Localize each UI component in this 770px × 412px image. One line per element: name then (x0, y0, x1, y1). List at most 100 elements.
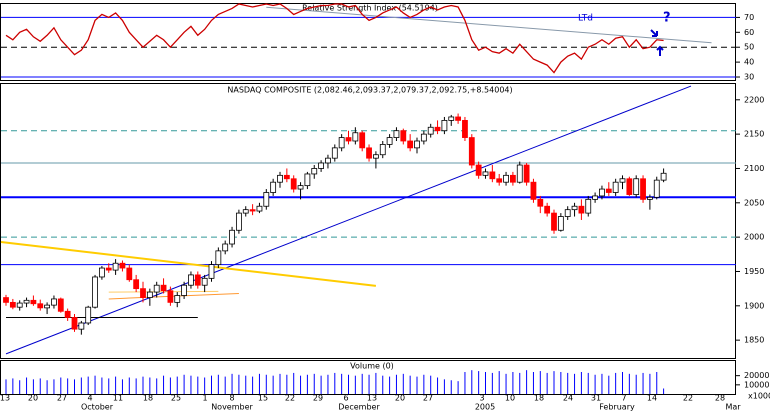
candle-body (564, 209, 571, 217)
candle-body (544, 205, 551, 214)
candle-body (414, 140, 420, 149)
month-label: 2005 (475, 403, 495, 412)
candle-body (92, 276, 98, 308)
candle-body (578, 205, 585, 214)
candle-body (304, 173, 311, 187)
x-tick-label: 7 (621, 394, 626, 403)
arrow (656, 45, 664, 56)
y-tick-label: 2050 (744, 198, 764, 207)
candle-body (489, 171, 496, 180)
candle-body (181, 284, 188, 296)
candle-body (551, 212, 557, 231)
candle-body (16, 302, 23, 308)
candle-body (3, 297, 9, 303)
candle-body (345, 137, 352, 142)
x-tick-label: 31 (591, 394, 601, 403)
candle-body (393, 130, 400, 138)
x-tick-label: 6 (343, 394, 348, 403)
rsi-title: Relative Strength Index (54.5194) (302, 4, 438, 13)
y-tick-label: 20000 (744, 371, 769, 380)
candle-body (407, 140, 414, 149)
x-tick-label: 24 (563, 394, 573, 403)
candle-body (352, 132, 359, 142)
candle-body (318, 162, 325, 169)
candle-body (290, 178, 297, 190)
month-label: Mar (725, 403, 741, 412)
x-tick-label: 13 (367, 394, 377, 403)
trend-line (0, 240, 377, 287)
y-tick-label: 1850 (744, 336, 764, 345)
candle-body (105, 267, 112, 271)
candle-body (359, 132, 366, 149)
candle-body (249, 209, 256, 212)
candle-body (51, 298, 57, 306)
candle-body (188, 274, 194, 286)
candle-body (30, 299, 37, 305)
candle-body (420, 133, 427, 142)
rsi-line (5, 3, 664, 74)
candle-body (215, 250, 222, 266)
candle-body (146, 291, 153, 298)
candle-body (599, 188, 605, 197)
x-tick-label: 27 (423, 394, 433, 403)
volume-title: Volume (0) (350, 362, 394, 371)
candle-body (660, 172, 667, 181)
month-label: December (338, 403, 380, 412)
candle-body (167, 290, 174, 303)
candle-body (496, 178, 503, 183)
y-tick-label: 50 (744, 43, 754, 52)
candle-body (427, 126, 434, 135)
candle-body (242, 209, 249, 214)
candle-body (462, 119, 468, 138)
candle-body (537, 198, 544, 207)
candle-body (229, 229, 235, 245)
candle-body (153, 284, 160, 293)
candle-body (44, 304, 50, 309)
y-tick-label: 30 (744, 73, 754, 82)
candle-body (160, 284, 167, 292)
candle-body (592, 195, 598, 200)
price-title: NASDAQ COMPOSITE (2,082.46,2,093.37,2,07… (227, 86, 512, 95)
candle-body (455, 116, 462, 121)
candle-body (482, 171, 489, 176)
candle-body (379, 144, 386, 156)
candle-body (331, 147, 338, 159)
y-tick-label: 40 (744, 58, 754, 67)
y-tick-label: 10000 (744, 380, 769, 389)
x-tick-label: 11 (113, 394, 123, 403)
y-tick-label: 60 (744, 28, 754, 37)
candle-body (126, 267, 133, 281)
candle-body (277, 174, 283, 183)
candle-body (386, 137, 393, 145)
arrow (650, 29, 658, 37)
candle-body (619, 178, 626, 183)
candle-body (585, 198, 592, 214)
x-tick-label: 8 (229, 394, 234, 403)
x-tick-label: 20 (395, 394, 405, 403)
month-label: February (599, 403, 635, 412)
candle-body (503, 174, 509, 183)
x-tick-label: 3 (479, 394, 484, 403)
y-tick-label: 2100 (744, 164, 764, 173)
candle-body (222, 243, 229, 252)
x-tick-label: 13 (0, 394, 10, 403)
candle-body (441, 119, 448, 132)
candle-body (605, 188, 612, 193)
candle-body (400, 130, 407, 142)
candle-body (140, 288, 146, 298)
candle-body (509, 174, 516, 183)
rsi-panel (0, 3, 736, 81)
candle-body (647, 196, 653, 200)
trend-line (5, 85, 692, 355)
x-tick-label: 14 (647, 394, 657, 403)
candle-body (626, 178, 633, 195)
candle-body (468, 137, 475, 166)
candle-body (448, 116, 455, 121)
y-tick-label: 2200 (744, 95, 764, 104)
y-tick-label: 2150 (744, 130, 764, 139)
candle-body (311, 168, 318, 175)
annotation: LTd (578, 14, 593, 24)
x-tick-label: 1 (202, 394, 207, 403)
candle-body (64, 310, 71, 318)
